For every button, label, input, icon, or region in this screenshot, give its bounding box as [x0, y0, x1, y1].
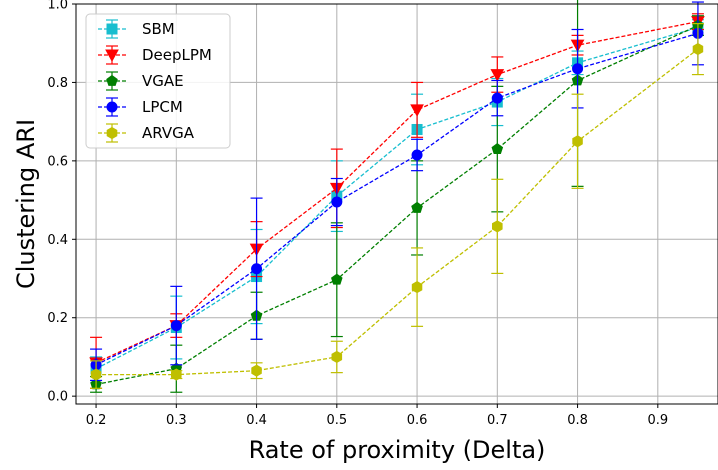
legend-marker: [106, 126, 118, 140]
series-line: [95, 25, 699, 386]
axis-ticks: 0.2 0.3 0.4 0.5 0.6 0.7 0.8 0.9 0.0 0.2 0.4 0.6 0.8 1…: [47, 0, 668, 428]
series-line: [95, 26, 699, 370]
x-tick-label: 0.7: [487, 413, 508, 428]
series-line: [96, 48, 699, 376]
data-point: [251, 364, 262, 377]
data-point: [331, 350, 343, 363]
series-line: [95, 20, 699, 364]
legend-label: DeepLPM: [142, 46, 212, 64]
series-line: [95, 32, 699, 366]
legend-item: LPCM: [98, 97, 183, 117]
y-tick-label: 0.8: [47, 76, 68, 91]
data-point: [492, 220, 503, 233]
data-point: [90, 368, 102, 381]
plot-frame: [75, 3, 718, 405]
data-point: [491, 142, 504, 154]
data-point: [411, 201, 423, 213]
x-tick-label: 0.2: [86, 413, 107, 428]
data-point: [411, 149, 423, 161]
x-tick-label: 0.5: [326, 413, 347, 428]
data-point: [331, 196, 343, 208]
legend-item: SBM: [98, 19, 175, 39]
data-point: [171, 368, 182, 381]
legend-marker: [106, 101, 118, 113]
y-tick-label: 0.6: [47, 154, 68, 169]
legend-label: SBM: [142, 20, 175, 38]
legend-box: [85, 13, 231, 149]
x-tick-label: 0.3: [166, 413, 187, 428]
x-tick-label: 0.8: [567, 413, 588, 428]
data-point: [491, 92, 503, 104]
y-tick-label: 0.0: [47, 390, 68, 405]
data-point: [572, 63, 584, 75]
legend-item: VGAE: [98, 71, 184, 91]
data-point: [692, 43, 704, 56]
data-point: [170, 320, 182, 332]
x-tick-label: 0.9: [647, 413, 668, 428]
data-point: [490, 69, 505, 82]
legend-item: ARVGA: [98, 123, 195, 143]
y-axis-label: Clustering ARI: [12, 119, 40, 289]
y-tick-label: 0.4: [47, 233, 68, 248]
legend-item: DeepLPM: [98, 45, 212, 65]
data-point: [572, 135, 583, 148]
x-tick-label: 0.4: [246, 413, 267, 428]
data-point: [331, 273, 343, 285]
legend-label: ARVGA: [142, 124, 195, 142]
y-tick-label: 0.2: [47, 311, 68, 326]
x-axis-label: Rate of proximity (Delta): [249, 436, 546, 464]
data-point: [410, 104, 424, 117]
series-lpcm: [90, 1, 704, 382]
legend-label: LPCM: [142, 98, 183, 116]
x-tick-label: 0.6: [407, 413, 428, 428]
legend-marker: [106, 74, 118, 86]
legend-marker: [105, 49, 119, 63]
series-layer: [89, 0, 705, 393]
data-point: [251, 263, 263, 275]
legend: SBM DeepLPM VGAE LPCM ARVGA: [85, 13, 231, 149]
series-arvga: [90, 23, 704, 389]
y-tick-label: 1.0: [47, 0, 68, 13]
legend-label: VGAE: [142, 72, 184, 90]
data-point: [411, 281, 423, 294]
legend-marker: [106, 23, 118, 35]
